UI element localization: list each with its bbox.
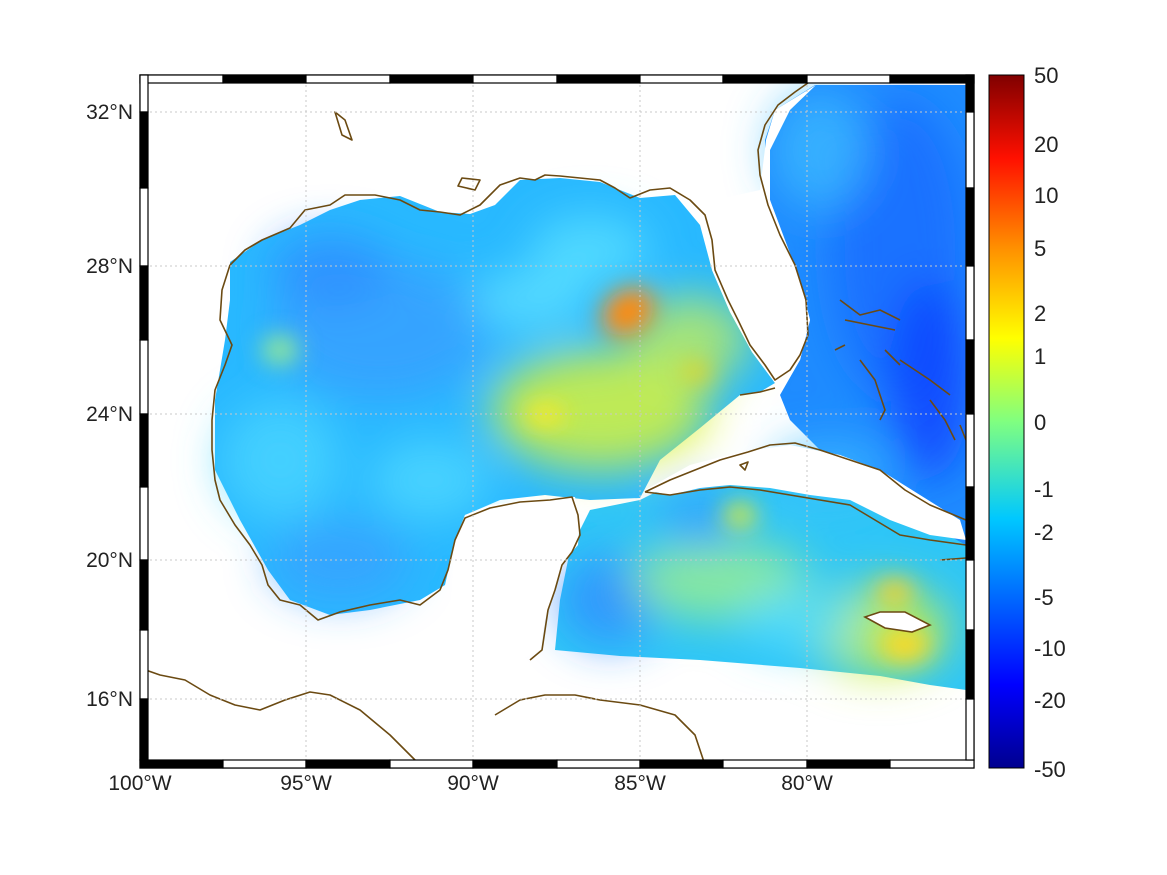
land-masses [450,85,966,660]
latitude-labels: 32°N 28°N 24°N 20°N 16°N [86,101,133,711]
coastline [140,77,967,766]
lon-label: 90°W [447,772,499,795]
lat-label: 32°N [86,101,133,124]
colorbar-tick-label: 1 [1034,344,1046,369]
colorbar-tick-label: 2 [1034,301,1046,326]
lon-label: 80°W [781,772,833,795]
colorbar-tick-label: -50 [1034,757,1066,782]
colorbar-tick-label: -2 [1034,520,1054,545]
hispaniola-coastline [939,557,967,561]
yucatan-land [450,497,580,660]
colorbar-tick-label: 10 [1034,183,1058,208]
honduras-coastline [494,694,706,766]
colorbar-ticks: 50 20 10 5 2 1 0 -1 -2 -5 -10 -20 -50 [1034,63,1066,782]
florida-land [712,85,816,383]
gulf-coastline [229,77,816,381]
lon-label: 85°W [614,772,666,795]
lon-label: 100°W [108,772,171,795]
colorbar-tick-label: -10 [1034,636,1066,661]
colorbar-tick-label: -20 [1034,688,1066,713]
colorbar-tick-label: 50 [1034,63,1058,88]
cuba-coastline [644,442,967,546]
colorbar-tick-label: 5 [1034,236,1046,261]
cuba-land [645,445,966,540]
lat-label: 20°N [86,549,133,572]
bahamas-coastline [834,299,967,441]
jamaica-coastline [863,611,932,633]
lat-label: 28°N [86,255,133,278]
lon-label: 95°W [280,772,332,795]
central-america-coastline [140,667,421,766]
western-gulf-coastline [211,264,581,661]
colorbar-tick-label: 20 [1034,132,1058,157]
colorbar-tick-label: -1 [1034,477,1054,502]
colorbar: 50 20 10 5 2 1 0 -1 -2 -5 -10 -20 -50 [988,63,1066,782]
colorbar-gradient [988,74,1025,769]
colorbar-tick-label: 0 [1034,410,1046,435]
colorbar-tick-label: -5 [1034,585,1054,610]
lat-label: 24°N [86,403,133,426]
lakes-coastline [334,111,749,471]
lat-label: 16°N [86,688,133,711]
graticule [140,75,974,768]
data-field [215,85,970,690]
map-frame [139,74,975,769]
longitude-labels: 100°W 95°W 90°W 85°W 80°W [108,772,833,795]
keys-coastline [739,387,776,396]
